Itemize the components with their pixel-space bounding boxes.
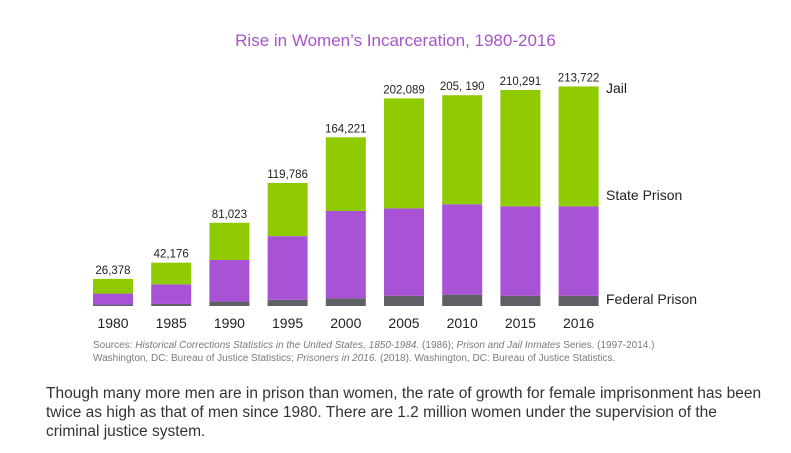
bar-segment-jail-1985 (151, 262, 192, 285)
bar-segment-jail-2000 (325, 137, 366, 211)
bar-segment-federal-prison-1985 (151, 303, 192, 306)
bar-segment-state-prison-1985 (151, 284, 192, 304)
bar-segment-state-prison-1995 (267, 236, 308, 300)
total-label-2005: 202,089 (383, 84, 425, 96)
x-tick-label-1985: 1985 (156, 315, 187, 331)
bar-segment-federal-prison-2000 (325, 298, 366, 306)
bar-segment-state-prison-2005 (384, 208, 424, 296)
sources-note: Sources: Historical Corrections Statisti… (93, 339, 733, 365)
bar-segment-state-prison-2000 (325, 210, 366, 299)
total-label-2010: 205, 190 (440, 81, 485, 93)
bar-segment-state-prison-2016 (558, 206, 599, 296)
bar-segment-jail-1980 (93, 278, 133, 294)
bar-segment-jail-2010 (442, 95, 483, 205)
bar-segment-jail-2005 (384, 98, 424, 209)
bar-segment-federal-prison-2015 (500, 295, 541, 306)
sources-text: (2018). Washington, DC: Bureau of Justic… (377, 353, 616, 364)
sources-title-italic: Prisoners in 2016. (296, 353, 378, 364)
bar-segment-jail-2015 (500, 89, 541, 207)
total-label-2015: 210,291 (500, 76, 542, 88)
bar-segment-state-prison-1990 (209, 259, 250, 302)
total-label-2000: 164,221 (325, 123, 367, 135)
x-tick-label-2005: 2005 (388, 315, 419, 331)
sources-text: Series. (1997-2014.) (560, 340, 655, 351)
total-label-2016: 213,722 (558, 72, 600, 84)
bar-segment-federal-prison-1990 (209, 301, 250, 306)
body-paragraph: Though many more men are in prison than … (46, 385, 762, 440)
total-label-1980: 26,378 (95, 265, 130, 277)
bar-segment-federal-prison-1980 (93, 304, 133, 306)
x-tick-label-2010: 2010 (447, 315, 478, 331)
chart-title: Rise in Women’s Incarceration, 1980-2016 (235, 31, 556, 50)
bar-segment-federal-prison-2005 (384, 295, 424, 306)
stacked-bar-chart: 26,378 1980 42,176 1985 81,023 1990 119,786 199… (93, 72, 697, 331)
bar-segment-federal-prison-2016 (558, 295, 599, 306)
legend-label-federal-prison: Federal Prison (606, 291, 697, 307)
sources-title-italic: Historical Corrections Statistics in the… (135, 340, 420, 351)
sources-title-italic: Prison and Jail Inmates (456, 340, 561, 351)
legend-label-state-prison: State Prison (606, 187, 682, 203)
bar-segment-state-prison-2010 (442, 204, 483, 295)
x-tick-label-2016: 2016 (563, 315, 594, 331)
bar-segment-federal-prison-1995 (267, 299, 308, 306)
total-label-1990: 81,023 (212, 209, 247, 221)
x-tick-label-2000: 2000 (330, 315, 361, 331)
bar-segment-state-prison-2015 (500, 206, 541, 296)
bar-segment-state-prison-1980 (93, 293, 133, 305)
bar-segment-jail-1990 (209, 222, 250, 260)
total-label-1985: 42,176 (154, 249, 189, 261)
sources-text: (1986); (419, 340, 457, 351)
sources-text: Washington, DC: Bureau of Justice Statis… (93, 353, 297, 364)
x-tick-label-1995: 1995 (272, 315, 303, 331)
bar-segment-federal-prison-2010 (442, 294, 483, 306)
total-label-1995: 119,786 (267, 169, 308, 181)
sources-text: Sources: (93, 340, 136, 351)
x-tick-label-1990: 1990 (214, 315, 245, 331)
x-tick-label-2015: 2015 (505, 315, 536, 331)
x-tick-label-1980: 1980 (97, 315, 128, 331)
bar-segment-jail-1995 (267, 182, 308, 237)
bar-segment-jail-2016 (558, 86, 599, 207)
legend-label-jail: Jail (606, 80, 627, 96)
